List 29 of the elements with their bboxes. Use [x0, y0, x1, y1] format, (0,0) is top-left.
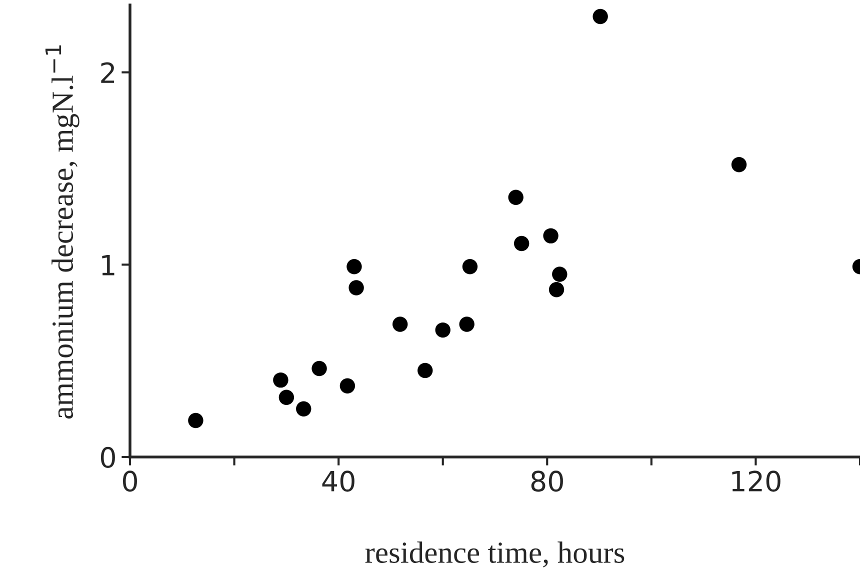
- point: [312, 360, 327, 376]
- y-tick-label: 1: [102, 254, 114, 276]
- point: [435, 322, 450, 338]
- point: [188, 412, 204, 428]
- y-tick-label: 0: [100, 446, 115, 468]
- point: [731, 157, 747, 172]
- point: [392, 316, 408, 332]
- point: [592, 8, 608, 24]
- point: [543, 228, 558, 244]
- point: [418, 362, 433, 378]
- point: [273, 372, 288, 388]
- point: [548, 282, 564, 298]
- point: [508, 190, 524, 205]
- x-tick-label: 80: [531, 470, 563, 492]
- x-tick-label: 40: [322, 470, 354, 492]
- point: [346, 258, 362, 274]
- point: [459, 316, 474, 332]
- point: [278, 390, 294, 405]
- point: [340, 378, 356, 394]
- point: [296, 401, 312, 417]
- x-axis-title: residence time, hours: [365, 542, 624, 568]
- x-tick-label: 120: [732, 470, 780, 492]
- x-tick-label: 0: [122, 470, 137, 492]
- y-axis-title: ammonium decrease, mgN.l$^{−1}$: [45, 45, 80, 419]
- point: [552, 266, 568, 282]
- point: [348, 280, 364, 296]
- point: [514, 236, 530, 252]
- point: [462, 258, 478, 274]
- y-tick-label: 2: [101, 62, 114, 83]
